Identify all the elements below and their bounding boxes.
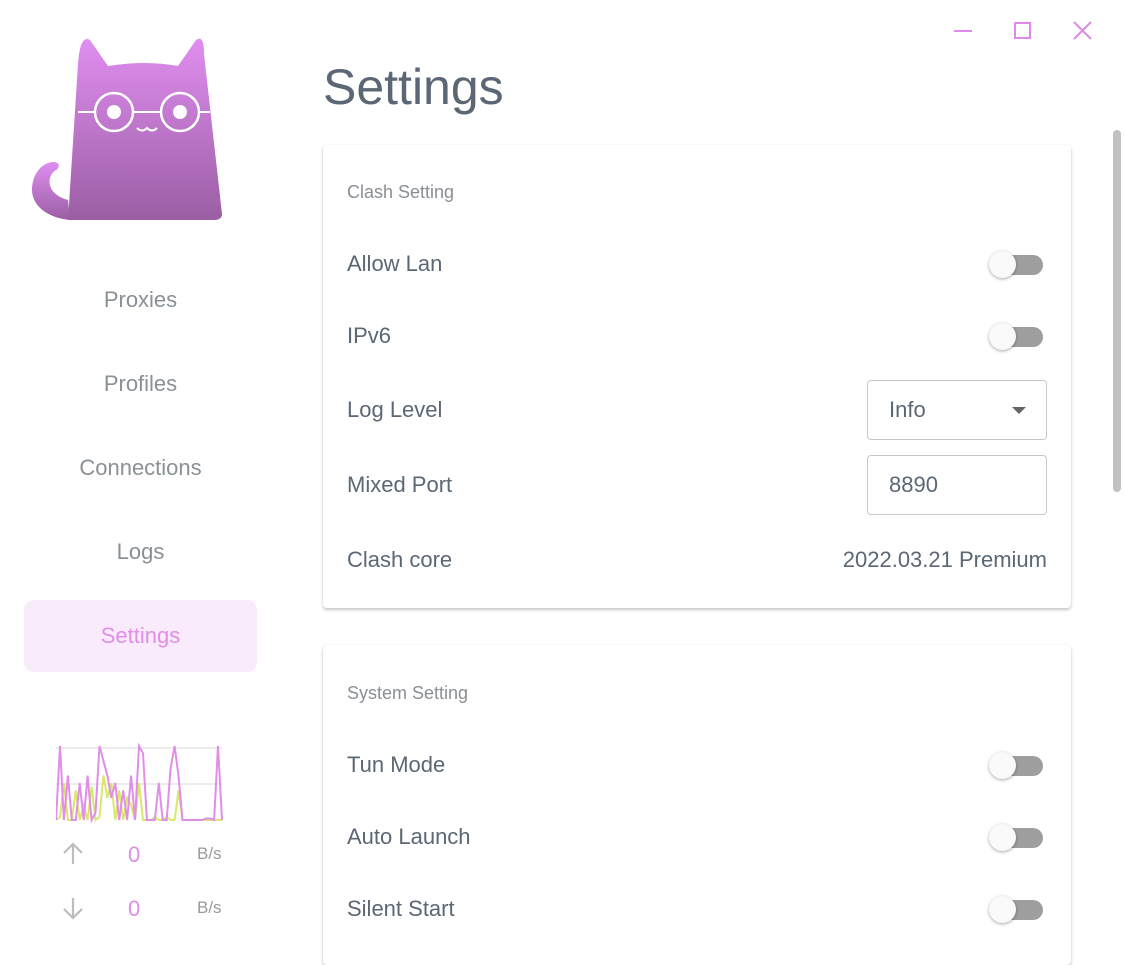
mixed-port-label: Mixed Port — [347, 472, 453, 497]
download-value: 0 — [128, 896, 141, 921]
allow-lan-label: Allow Lan — [347, 251, 443, 276]
sidebar: Proxies Profiles Connections Logs Settin… — [0, 0, 280, 937]
nav-connections[interactable]: Connections — [24, 432, 257, 504]
allow-lan-toggle[interactable] — [989, 249, 1047, 279]
traffic-graph — [56, 742, 223, 824]
download-speed: 0 B/s — [60, 894, 230, 924]
ipv6-label: IPv6 — [347, 323, 392, 348]
cat-logo — [32, 38, 222, 220]
card-header: Clash Setting — [347, 182, 455, 202]
clash-core-row: Clash core 2022.03.21 Premium — [347, 540, 1047, 580]
log-level-value: Info — [889, 397, 926, 422]
nav-label: Proxies — [103, 287, 178, 312]
minimize-button[interactable] — [948, 16, 978, 46]
upload-speed: 0 B/s — [60, 840, 230, 870]
silent-start-toggle[interactable] — [989, 894, 1047, 924]
mixed-port-input[interactable]: 8890 — [867, 455, 1047, 515]
nav-label: Logs — [116, 539, 165, 564]
nav-label: Settings — [100, 623, 181, 648]
close-button[interactable] — [1067, 16, 1097, 46]
ipv6-row: IPv6 — [347, 316, 1047, 356]
silent-start-label: Silent Start — [347, 896, 455, 921]
caret-down-icon — [1012, 407, 1026, 414]
upload-line — [56, 742, 223, 824]
arrow-up-icon — [63, 842, 83, 864]
upload-value: 0 — [128, 842, 141, 867]
auto-launch-label: Auto Launch — [347, 824, 471, 849]
auto-launch-row: Auto Launch — [347, 817, 1047, 857]
allow-lan-row: Allow Lan — [347, 244, 1047, 284]
maximize-button[interactable] — [1007, 16, 1037, 46]
nav-proxies[interactable]: Proxies — [24, 264, 257, 336]
page-title: Settings — [323, 59, 504, 115]
tun-mode-row: Tun Mode — [347, 745, 1047, 785]
clash-core-label: Clash core — [347, 547, 453, 572]
silent-start-row: Silent Start — [347, 889, 1047, 929]
nav-settings[interactable]: Settings — [24, 600, 257, 672]
download-unit: B/s — [197, 898, 222, 917]
log-level-select[interactable]: Info — [867, 380, 1047, 440]
nav-logs[interactable]: Logs — [24, 516, 257, 588]
upload-unit: B/s — [197, 844, 222, 863]
tun-mode-toggle[interactable] — [989, 750, 1047, 780]
system-setting-card: System Setting Tun Mode Auto Launch Sile… — [323, 645, 1071, 965]
log-level-label: Log Level — [347, 397, 443, 422]
mixed-port-value: 8890 — [889, 472, 938, 497]
scrollbar[interactable] — [1113, 130, 1121, 492]
mixed-port-row: Mixed Port 8890 — [347, 455, 1047, 515]
clash-core-value: 2022.03.21 Premium — [842, 547, 1047, 572]
tun-mode-label: Tun Mode — [347, 752, 446, 777]
nav-profiles[interactable]: Profiles — [24, 348, 257, 420]
auto-launch-toggle[interactable] — [989, 822, 1047, 852]
clash-setting-card: Clash Setting Allow Lan IPv6 Log Level I… — [323, 145, 1071, 608]
card-header: System Setting — [347, 683, 469, 703]
arrow-down-icon — [63, 898, 83, 920]
nav-label: Connections — [79, 455, 202, 480]
log-level-row: Log Level Info — [347, 380, 1047, 440]
nav-label: Profiles — [103, 371, 178, 396]
ipv6-toggle[interactable] — [989, 321, 1047, 351]
